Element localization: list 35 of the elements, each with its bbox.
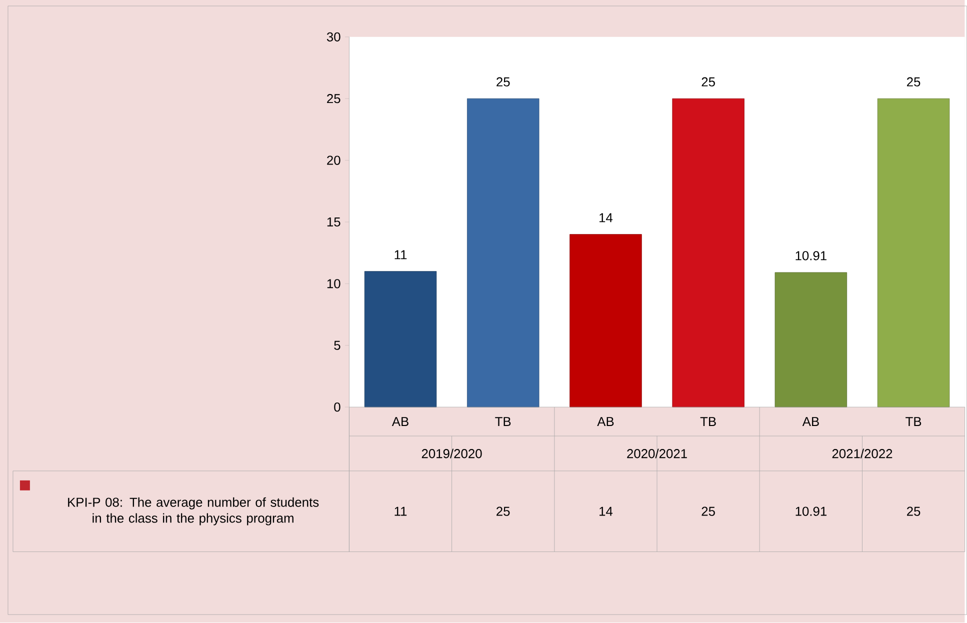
text: 25: [702, 77, 715, 87]
data-label: 25: [907, 506, 920, 516]
bar: [467, 98, 540, 408]
bar: [877, 98, 950, 408]
y-tick-label: 15: [327, 218, 340, 227]
bar: [570, 234, 642, 408]
text: 2021/2022: [832, 448, 892, 458]
data-label: 10.91: [796, 506, 827, 516]
text: 2019/2020: [422, 448, 482, 458]
data-label: 11: [394, 507, 407, 516]
text: 25: [906, 77, 920, 87]
x-tick-label: TB: [495, 417, 511, 426]
y-tick-label: 20: [327, 156, 340, 166]
y-tick-label: 10: [327, 279, 340, 288]
text: KPI-P 08: The average number of students in the class in the physics program: [68, 498, 319, 526]
x-tick-label: AB: [802, 417, 819, 426]
x-tick-label: AB: [392, 417, 408, 426]
x-tick-label: TB: [906, 417, 922, 426]
bar: [672, 98, 744, 408]
text: 2020/2021: [627, 448, 687, 458]
bar: [774, 272, 848, 408]
bar: [364, 271, 437, 408]
data-label: 25: [702, 506, 715, 516]
data-label: 14: [600, 507, 613, 516]
y-tick-label: 30: [326, 32, 340, 42]
x-tick-label: AB: [597, 417, 614, 426]
text: 10.91: [796, 251, 826, 260]
text: 14: [600, 213, 613, 222]
y-tick-label: 25: [327, 94, 340, 104]
text: 11: [394, 250, 407, 260]
y-tick-label: 0: [334, 402, 340, 412]
data-label: 25: [496, 506, 510, 516]
x-tick-label: TB: [700, 417, 716, 426]
text: 25: [496, 77, 510, 87]
y-tick-label: 5: [334, 341, 340, 350]
